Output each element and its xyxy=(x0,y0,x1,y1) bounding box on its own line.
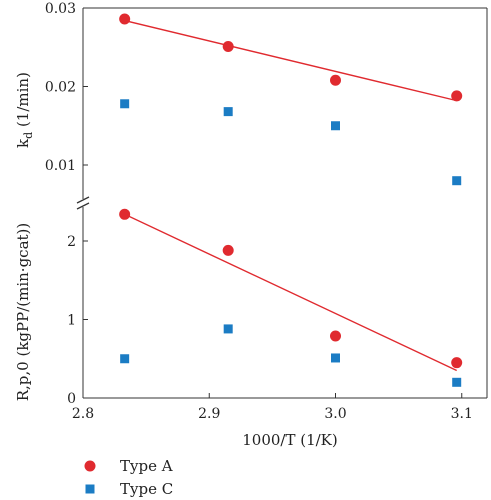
x-axis: 2.8 2.9 3.0 3.1 1000/T (1/K) xyxy=(72,393,473,449)
data-point-circle xyxy=(222,40,234,52)
y-axis-title-main: k xyxy=(14,138,32,148)
data-point-square xyxy=(120,354,130,364)
data-point-square xyxy=(223,107,233,117)
series-type-a xyxy=(119,208,463,372)
y-tick-label: 0.02 xyxy=(45,80,76,96)
y-axis-title-rp0: R,p,0 (kgPP/(min·gcat)) xyxy=(14,223,32,402)
data-point-circle xyxy=(330,330,341,342)
y-tick-label: 1 xyxy=(67,313,76,329)
y-tick-label: 0.03 xyxy=(45,1,76,17)
y-tick-label: 0 xyxy=(67,391,76,407)
y-axis-title-kd: kd (1/min) xyxy=(14,72,35,148)
x-tick-label: 2.9 xyxy=(198,406,220,422)
x-tick-label: 3.0 xyxy=(324,406,346,422)
series-type-c xyxy=(120,99,462,186)
y-axis-title-unit: (1/min) xyxy=(14,72,32,132)
data-point-square xyxy=(452,176,462,186)
x-axis-title: 1000/T (1/K) xyxy=(242,431,338,449)
data-point-circle xyxy=(451,357,463,369)
series-type-c xyxy=(120,324,462,387)
plot-frame xyxy=(76,7,488,399)
legend-label: Type A xyxy=(120,457,173,475)
data-point-circle xyxy=(330,74,341,86)
y-axis-title-subscript: d xyxy=(22,132,35,139)
y-tick-label: 0.01 xyxy=(45,158,76,174)
legend-item-type-c: Type C xyxy=(85,480,173,498)
legend-item-type-a: Type A xyxy=(84,457,173,475)
data-point-square xyxy=(120,99,130,109)
data-point-square xyxy=(331,353,340,363)
legend-marker-square xyxy=(85,484,95,494)
data-point-square xyxy=(331,121,340,131)
axis-break-line xyxy=(76,196,90,204)
lower-panel-rp0: 0 1 2 R,p,0 (kgPP/(min·gcat)) xyxy=(14,208,463,407)
x-tick-label: 2.8 xyxy=(72,406,94,422)
x-tick-label: 3.1 xyxy=(451,406,473,422)
upper-panel-kd: 0.01 0.02 0.03 kd (1/min) xyxy=(14,1,463,186)
legend: Type A Type C xyxy=(84,457,173,498)
trend-line xyxy=(124,19,457,102)
y-tick-label: 2 xyxy=(67,234,76,250)
trend-line xyxy=(124,213,457,372)
data-point-circle xyxy=(119,13,131,25)
axis-break-mark xyxy=(76,196,90,210)
axis-break-line xyxy=(76,202,90,210)
data-point-circle xyxy=(222,244,234,256)
series-type-a xyxy=(119,13,463,102)
legend-label: Type C xyxy=(120,480,173,498)
legend-marker-circle xyxy=(84,460,96,472)
data-point-square xyxy=(452,377,462,387)
data-point-square xyxy=(223,324,233,334)
data-point-circle xyxy=(451,90,463,102)
data-point-circle xyxy=(119,208,131,220)
